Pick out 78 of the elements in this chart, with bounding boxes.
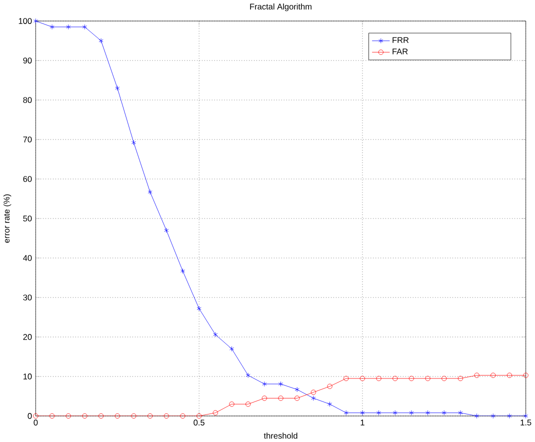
point: [164, 228, 169, 233]
point: [425, 376, 430, 381]
point: [474, 372, 480, 378]
point: [147, 413, 153, 419]
point: [376, 410, 382, 416]
y-tick-label: 60: [23, 176, 32, 182]
point: [66, 24, 71, 30]
x-tick-label: 0.5: [194, 420, 204, 426]
point: [490, 413, 496, 419]
point: [344, 410, 348, 416]
chart-title: Fractal Algorithm: [250, 3, 312, 12]
point: [164, 413, 169, 419]
legend-label: FAR: [392, 48, 408, 54]
point: [360, 410, 365, 416]
point: [180, 413, 186, 419]
point: [212, 410, 218, 416]
point: [442, 376, 447, 381]
point: [229, 346, 234, 352]
point: [49, 413, 55, 419]
point: [311, 396, 316, 401]
point: [344, 376, 349, 381]
point: [294, 396, 300, 401]
y-tick-label: 20: [23, 334, 32, 340]
y-tick-label: 100: [18, 18, 32, 24]
point: [245, 402, 251, 407]
point: [294, 386, 300, 392]
point: [98, 38, 104, 44]
point: [229, 402, 234, 407]
point: [50, 24, 54, 30]
point: [114, 413, 120, 419]
y-tick-label: 30: [23, 294, 32, 300]
point: [246, 372, 250, 378]
point: [376, 376, 382, 381]
point: [82, 413, 88, 419]
y-tick-label: 0: [28, 413, 32, 419]
point: [115, 86, 120, 91]
point: [327, 384, 332, 389]
point: [490, 372, 496, 378]
point: [131, 140, 136, 146]
point: [360, 376, 366, 381]
point: [392, 376, 398, 381]
point: [131, 413, 136, 419]
point: [262, 381, 267, 387]
point: [474, 413, 480, 419]
point: [82, 24, 87, 30]
x-axis-title: threshold: [264, 432, 298, 439]
point: [148, 189, 152, 195]
point: [392, 410, 398, 416]
point: [327, 402, 332, 407]
point: [310, 390, 316, 395]
point: [408, 376, 414, 381]
point: [66, 413, 71, 419]
point: [213, 332, 218, 338]
y-tick-label: 10: [23, 374, 32, 380]
x-tick-label: 1: [360, 420, 364, 426]
y-tick-label: 70: [23, 136, 32, 142]
point: [196, 413, 202, 419]
point: [442, 410, 446, 416]
point: [409, 410, 414, 416]
point: [98, 413, 104, 419]
point: [278, 396, 284, 401]
y-tick-label: 40: [23, 255, 32, 261]
legend-label: FRR: [392, 37, 409, 43]
point: [196, 306, 202, 312]
point: [262, 396, 268, 401]
point: [278, 381, 284, 387]
point: [458, 410, 463, 416]
y-axis-title: error rate (%): [3, 194, 12, 243]
y-tick-label: 80: [23, 97, 32, 103]
y-tick-label: 90: [23, 58, 32, 64]
point: [506, 372, 512, 378]
point: [507, 413, 512, 419]
point: [458, 376, 464, 381]
y-tick-label: 50: [23, 216, 32, 222]
point: [180, 268, 186, 274]
x-tick-label: 1.5: [520, 420, 532, 426]
point: [426, 410, 430, 416]
x-tick-label: 0: [34, 420, 38, 426]
